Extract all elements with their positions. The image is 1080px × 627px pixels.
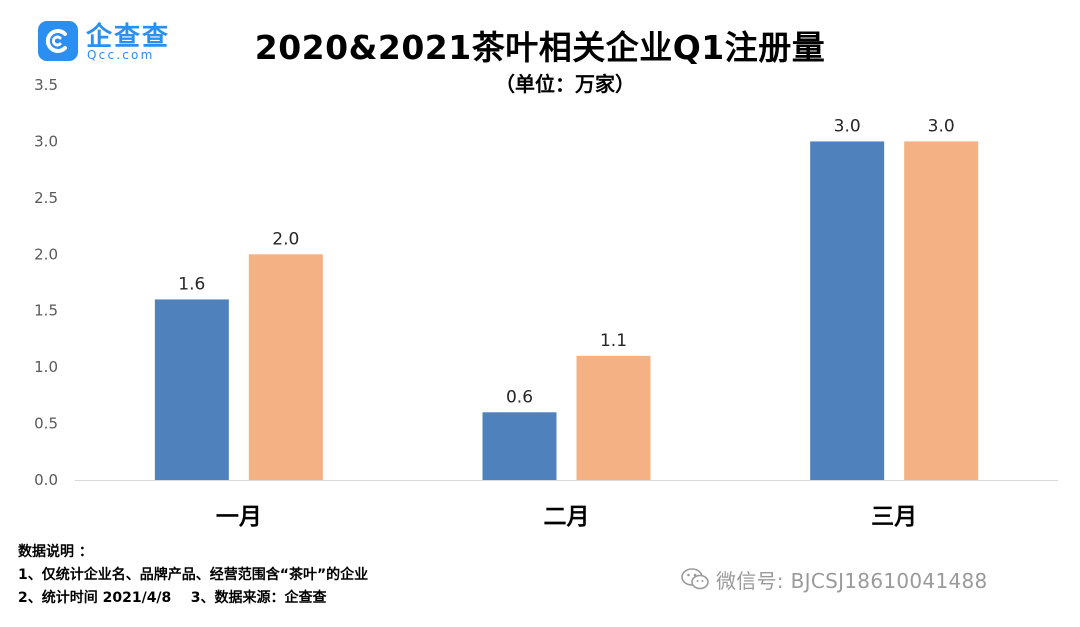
data-label: 1.1 — [600, 331, 627, 351]
logo-domain: Qcc.com — [87, 48, 155, 62]
x-category-label: 二月 — [544, 504, 590, 530]
y-tick-label: 2.0 — [34, 245, 58, 263]
y-tick-label: 2.5 — [34, 189, 58, 207]
y-tick-label: 3.0 — [34, 132, 58, 150]
data-notes: 数据说明 ： 1、仅统计企业名、品牌产品、经营范围含“茶叶”的企业 2、统计时间… — [18, 541, 368, 610]
y-tick-label: 0.0 — [34, 471, 58, 489]
y-tick-label: 1.5 — [34, 302, 58, 320]
notes-line-1: 1、仅统计企业名、品牌产品、经营范围含“茶叶”的企业 — [18, 567, 369, 583]
bar-series-1 — [482, 412, 557, 480]
data-label: 3.0 — [834, 116, 861, 136]
logo-badge-icon — [38, 21, 78, 61]
notes-line-2: 2、统计时间 2021/4/8 3、数据来源：企查查 — [18, 590, 327, 606]
data-label: 0.6 — [506, 387, 533, 407]
wechat-icon — [681, 568, 709, 590]
data-label: 2.0 — [272, 229, 299, 249]
bar-series-2 — [904, 141, 979, 480]
y-tick-label: 0.5 — [34, 415, 58, 433]
y-tick-label: 1.0 — [34, 358, 58, 376]
bar-series-2 — [248, 254, 323, 480]
x-category-label: 三月 — [871, 504, 917, 530]
data-label: 3.0 — [928, 116, 955, 136]
logo-name: 企查查 — [86, 22, 171, 52]
bar-series-2 — [576, 355, 651, 480]
bar-series-1 — [810, 141, 885, 480]
notes-heading: 数据说明 ： — [18, 544, 93, 560]
watermark-text: 微信号: BJCSJ18610041488 — [716, 569, 988, 593]
bar-chart: 0.0 0.5 1.0 1.5 2.0 2.5 3.0 3.5 1.6 2.0 一月 0.6 1.1 二月… — [34, 76, 1058, 530]
qcc-logo: 企查查 Qcc.com — [38, 18, 188, 66]
data-label: 1.6 — [178, 274, 205, 294]
x-category-label: 一月 — [216, 504, 262, 530]
chart-title: 2020&2021茶叶相关企业Q1注册量 — [254, 28, 826, 67]
bar-series-1 — [154, 299, 229, 480]
y-tick-label: 3.5 — [34, 76, 58, 94]
chart-subtitle: （单位：万家） — [495, 72, 635, 96]
